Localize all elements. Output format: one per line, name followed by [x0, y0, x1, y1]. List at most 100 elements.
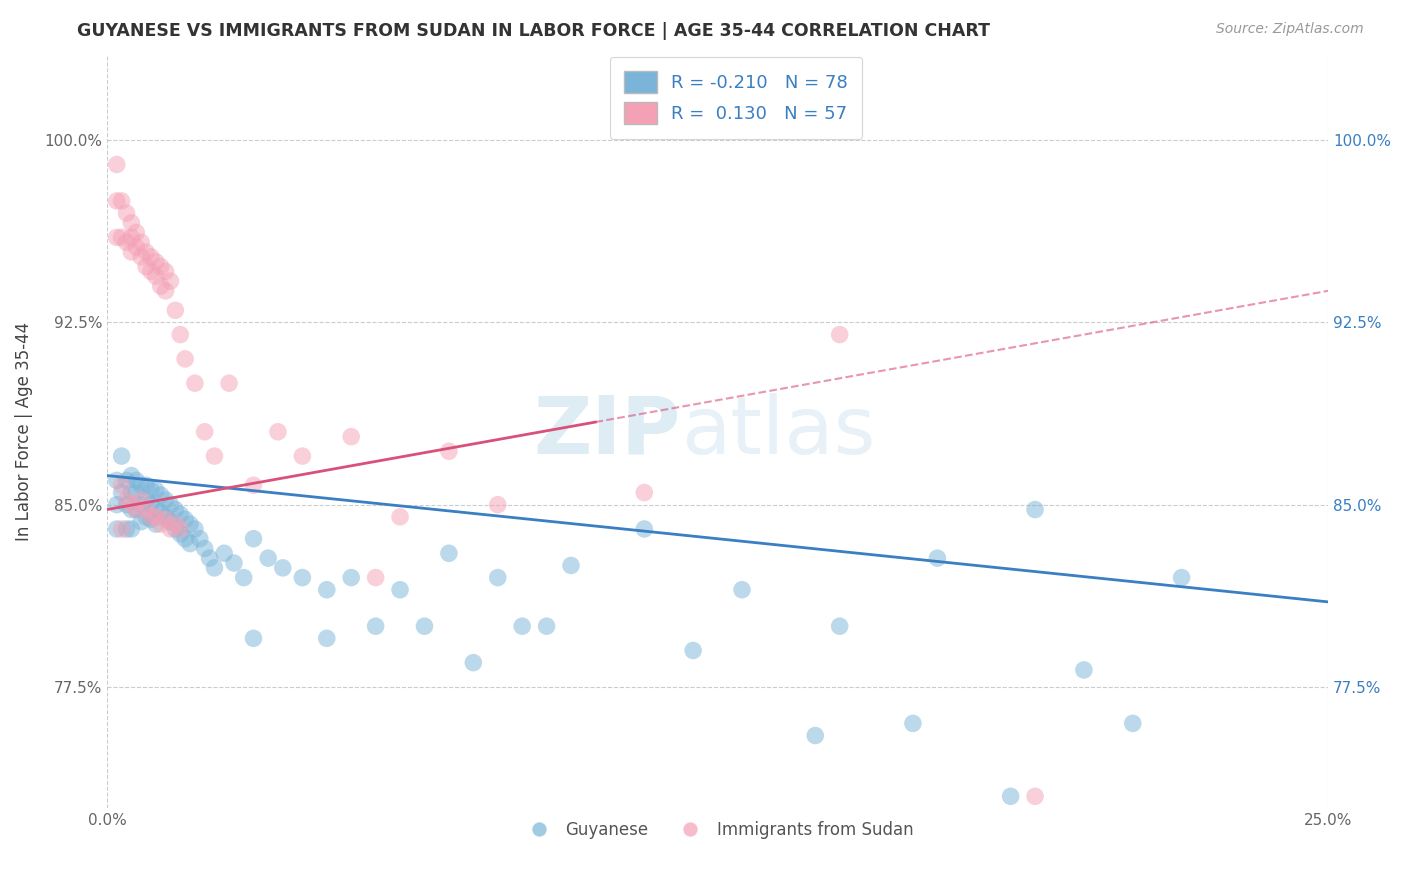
Point	[135, 492, 157, 507]
Point	[145, 269, 167, 284]
Point	[115, 492, 138, 507]
Point	[111, 449, 134, 463]
Point	[159, 274, 181, 288]
Point	[115, 206, 138, 220]
Point	[120, 485, 142, 500]
Point	[1122, 716, 1144, 731]
Point	[242, 478, 264, 492]
Point	[633, 485, 655, 500]
Y-axis label: In Labor Force | Age 35-44: In Labor Force | Age 35-44	[15, 322, 32, 541]
Point	[169, 327, 191, 342]
Text: GUYANESE VS IMMIGRANTS FROM SUDAN IN LABOR FORCE | AGE 35-44 CORRELATION CHART: GUYANESE VS IMMIGRANTS FROM SUDAN IN LAB…	[77, 22, 990, 40]
Point	[165, 517, 187, 532]
Point	[437, 444, 460, 458]
Point	[139, 498, 162, 512]
Point	[242, 632, 264, 646]
Point	[633, 522, 655, 536]
Point	[120, 522, 142, 536]
Point	[105, 498, 128, 512]
Point	[927, 551, 949, 566]
Point	[129, 515, 152, 529]
Point	[135, 502, 157, 516]
Point	[291, 571, 314, 585]
Point	[204, 449, 226, 463]
Point	[135, 509, 157, 524]
Point	[149, 279, 172, 293]
Point	[125, 474, 148, 488]
Point	[731, 582, 754, 597]
Point	[139, 250, 162, 264]
Point	[315, 582, 337, 597]
Point	[212, 546, 235, 560]
Point	[232, 571, 254, 585]
Point	[204, 561, 226, 575]
Point	[145, 254, 167, 268]
Point	[125, 240, 148, 254]
Point	[271, 561, 294, 575]
Point	[364, 571, 387, 585]
Point	[145, 502, 167, 516]
Point	[125, 485, 148, 500]
Point	[901, 716, 924, 731]
Point	[125, 226, 148, 240]
Point	[486, 498, 509, 512]
Point	[115, 474, 138, 488]
Point	[413, 619, 436, 633]
Point	[145, 517, 167, 532]
Point	[242, 532, 264, 546]
Point	[149, 505, 172, 519]
Point	[120, 244, 142, 259]
Point	[169, 522, 191, 536]
Point	[169, 526, 191, 541]
Point	[115, 498, 138, 512]
Point	[155, 492, 177, 507]
Point	[1024, 502, 1046, 516]
Point	[267, 425, 290, 439]
Point	[111, 522, 134, 536]
Point	[804, 729, 827, 743]
Point	[682, 643, 704, 657]
Point	[135, 244, 157, 259]
Point	[165, 303, 187, 318]
Point	[389, 582, 412, 597]
Point	[111, 230, 134, 244]
Point	[364, 619, 387, 633]
Point	[510, 619, 533, 633]
Point	[165, 522, 187, 536]
Point	[159, 515, 181, 529]
Point	[174, 512, 197, 526]
Point	[315, 632, 337, 646]
Point	[115, 235, 138, 250]
Point	[1024, 789, 1046, 804]
Point	[129, 492, 152, 507]
Point	[828, 327, 851, 342]
Point	[194, 541, 217, 556]
Point	[120, 230, 142, 244]
Point	[105, 522, 128, 536]
Point	[536, 619, 558, 633]
Point	[198, 551, 221, 566]
Point	[139, 264, 162, 278]
Point	[105, 194, 128, 208]
Text: atlas: atlas	[681, 392, 876, 471]
Point	[129, 235, 152, 250]
Point	[125, 502, 148, 516]
Point	[174, 351, 197, 366]
Point	[120, 216, 142, 230]
Point	[105, 230, 128, 244]
Point	[145, 509, 167, 524]
Point	[120, 498, 142, 512]
Point	[155, 509, 177, 524]
Point	[179, 536, 201, 550]
Point	[139, 483, 162, 497]
Point	[129, 478, 152, 492]
Point	[218, 376, 240, 391]
Point	[155, 284, 177, 298]
Point	[174, 532, 197, 546]
Text: ZIP: ZIP	[534, 392, 681, 471]
Point	[188, 532, 211, 546]
Point	[149, 488, 172, 502]
Point	[184, 376, 207, 391]
Point	[129, 250, 152, 264]
Point	[194, 425, 217, 439]
